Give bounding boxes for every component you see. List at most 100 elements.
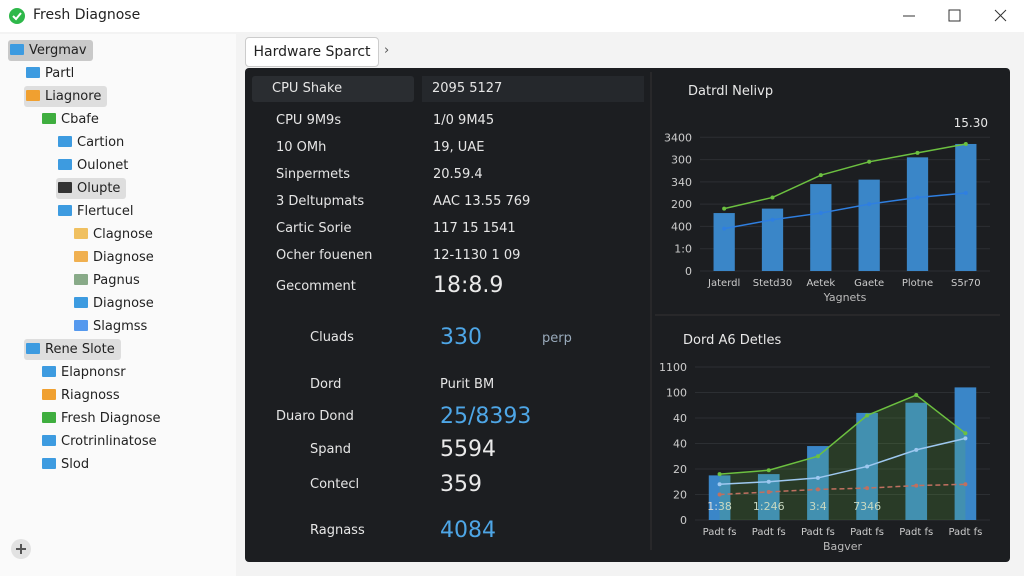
chart-title: Dord A6 Detles [683,333,781,348]
row-value: 117 15 1541 [433,221,516,236]
window-title: Fresh Diagnose [33,7,141,23]
add-button[interactable] [10,538,32,560]
y-tick-label: 1100 [659,361,687,374]
y-tick-label: 0 [680,514,687,527]
tree-icon [58,136,72,147]
window-controls[interactable] [895,6,1015,26]
row-value: 1/0 9M45 [433,113,495,128]
y-tick-label: 40 [673,438,687,451]
tree-icon [42,113,56,124]
line [719,483,966,496]
tree-label: Cbafe [61,112,99,127]
metric-extra: perp [542,331,572,346]
bar [708,475,731,520]
x-tick-label: S5r70 [951,278,981,289]
tab[interactable]: Hardware Sparct [245,37,379,67]
bar [810,184,832,271]
bar [905,402,928,520]
title-bar: Fresh Diagnose [0,0,1024,32]
point [818,173,823,178]
tree-icon [58,205,72,216]
tree-icon [26,67,40,78]
row-value: AAC 13.55 769 [433,194,531,209]
chart-title: Datrdl Nelivp [688,84,773,99]
tree-item[interactable]: Fresh Diagnose [40,408,167,429]
tree-item[interactable]: Vergmav [8,40,93,61]
value-label: 7346 [853,500,881,513]
metric-value: 359 [440,472,482,497]
annotation: 15.30 [954,116,988,130]
metric-label: Cluads [310,330,354,345]
y-tick-label: 200 [671,198,692,211]
tree-label: Flertucel [77,204,134,219]
line [719,437,966,486]
x-tick-label: Jaterdl [707,278,740,289]
tree-label: Diagnose [93,296,154,311]
y-tick-label: 1:0 [674,243,692,256]
row-label: Gecomment [276,279,356,294]
tree-label: Olupte [77,181,121,196]
y-tick-label: 300 [671,154,692,167]
tree-item[interactable]: Diagnose [72,293,160,314]
point [717,472,722,477]
tree-label: Partl [45,66,75,81]
tree-item[interactable]: Cbafe [40,109,105,130]
x-tick-label: Padt fs [801,527,835,538]
bar [761,208,784,271]
tree-item[interactable]: Flertucel [56,201,140,222]
x-tick-label: Padt fs [948,527,982,538]
tree-item[interactable]: Rene Slote [24,339,121,360]
metric-value: 330 [440,325,482,350]
tree-item[interactable]: Diagnose [72,247,160,268]
tree-item[interactable]: Elapnonsr [40,362,132,383]
value-label: 3:4 [809,500,827,513]
point [722,226,727,231]
tree-item[interactable]: Olupte [56,178,127,199]
tree-item[interactable]: Partl [24,63,80,84]
point [867,202,872,207]
app-icon [9,8,25,24]
tree-item[interactable]: Slod [40,454,95,475]
point [815,475,820,480]
y-tick-label: 0 [685,265,692,278]
x-axis-label: Bagver [823,540,863,553]
point [717,492,722,497]
tree-icon [26,90,40,101]
x-tick-label: Padt fs [703,527,737,538]
bar [858,179,880,271]
point [815,487,820,492]
tree-label: Slod [61,457,90,472]
tree-item[interactable]: Riagnoss [40,385,126,406]
value-label: 1:38 [707,500,732,513]
tree-label: Cartion [77,135,125,150]
tree-item[interactable]: Liagnore [24,86,108,107]
area [719,395,966,520]
metric-value: 25/8393 [440,404,532,429]
tree-icon [42,389,56,400]
point [815,454,820,459]
tree-icon [74,251,88,262]
tree-item[interactable]: Cartion [56,132,130,153]
metric-label: Dord [310,377,342,392]
x-tick-label: Gaete [854,278,884,289]
point [818,211,823,216]
point [770,195,775,200]
metric-label: Duaro Dond [276,409,354,424]
tree-item[interactable]: Crotrinlinatose [40,431,163,452]
tree-item[interactable]: Oulonet [56,155,134,176]
metric-label: Ragnass [310,523,365,538]
tree-item[interactable]: Clagnose [72,224,159,245]
row-label: 3 Deltupmats [276,194,365,209]
tree-icon [74,228,88,239]
chevron: › [384,43,390,58]
row-value: 20.59.4 [433,167,483,182]
row-value: 12-1130 1 09 [433,248,521,263]
metric-value: 5594 [440,437,496,462]
point [963,482,968,487]
tree-label: Clagnose [93,227,153,242]
point [865,464,870,469]
row-label: Sinpermets [276,167,351,182]
tree-item[interactable]: Pagnus [72,270,146,291]
tree-item[interactable]: Slagmss [72,316,153,337]
